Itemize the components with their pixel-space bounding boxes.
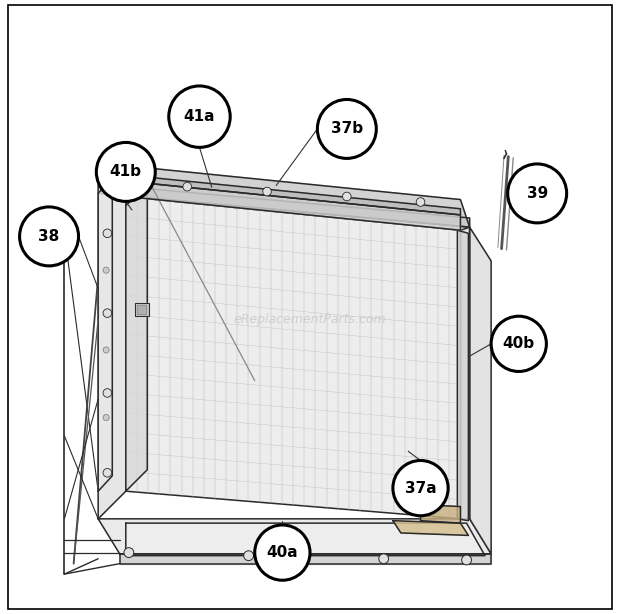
Text: 41a: 41a (184, 109, 215, 124)
Circle shape (462, 555, 471, 565)
Polygon shape (469, 227, 491, 554)
Circle shape (342, 192, 351, 201)
Circle shape (317, 99, 376, 158)
Circle shape (143, 171, 154, 182)
Text: 39: 39 (526, 186, 548, 201)
Circle shape (103, 309, 112, 317)
Polygon shape (120, 554, 491, 564)
Polygon shape (126, 196, 461, 519)
Text: 40b: 40b (503, 336, 535, 351)
Circle shape (96, 142, 155, 201)
Circle shape (20, 207, 79, 266)
Polygon shape (98, 166, 126, 519)
Circle shape (393, 460, 448, 516)
Text: 37b: 37b (331, 122, 363, 136)
Text: 38: 38 (38, 229, 60, 244)
Circle shape (416, 198, 425, 206)
Text: 40a: 40a (267, 545, 298, 560)
Circle shape (263, 187, 272, 196)
Circle shape (124, 548, 134, 558)
Polygon shape (98, 184, 469, 227)
Circle shape (491, 316, 546, 371)
Polygon shape (98, 166, 469, 227)
Text: eReplacementParts.com: eReplacementParts.com (234, 313, 386, 326)
Circle shape (508, 164, 567, 223)
Circle shape (103, 414, 109, 421)
Circle shape (103, 468, 112, 477)
Circle shape (103, 347, 109, 353)
Circle shape (169, 86, 230, 147)
Polygon shape (458, 230, 469, 521)
Polygon shape (126, 175, 148, 206)
Circle shape (103, 229, 112, 238)
Text: 41b: 41b (110, 165, 142, 179)
Polygon shape (393, 521, 469, 535)
Circle shape (103, 267, 109, 273)
Polygon shape (98, 519, 491, 554)
Polygon shape (461, 227, 469, 519)
Circle shape (183, 182, 192, 191)
Polygon shape (138, 305, 146, 314)
Circle shape (255, 525, 310, 580)
Circle shape (244, 551, 254, 561)
Text: 37a: 37a (405, 481, 436, 495)
Polygon shape (126, 175, 148, 491)
Polygon shape (420, 505, 461, 523)
Polygon shape (98, 178, 112, 491)
Polygon shape (126, 523, 485, 556)
Polygon shape (126, 175, 461, 215)
Circle shape (379, 554, 389, 564)
Circle shape (103, 389, 112, 397)
Polygon shape (135, 303, 149, 316)
Polygon shape (126, 181, 461, 230)
